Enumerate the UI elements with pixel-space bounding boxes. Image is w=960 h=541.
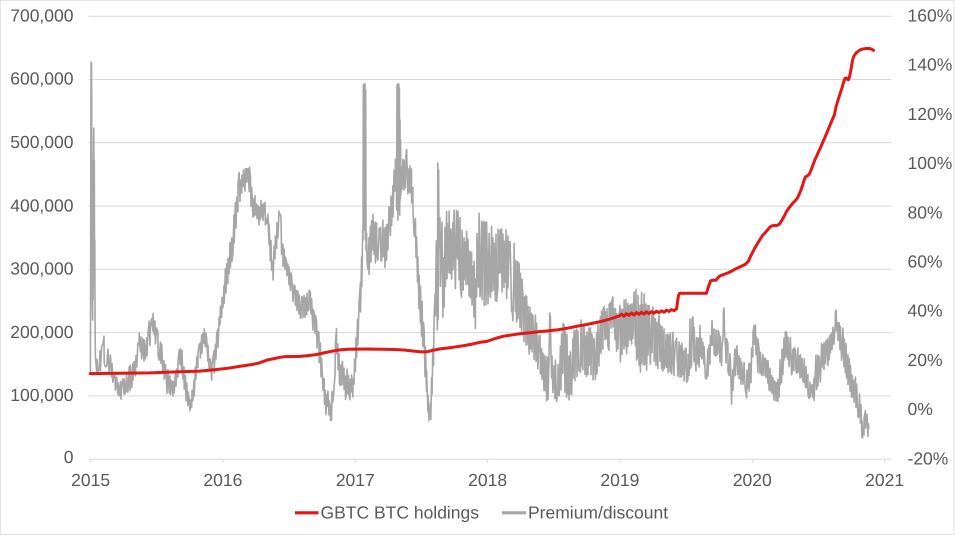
svg-text:100%: 100%	[908, 153, 953, 173]
svg-text:2019: 2019	[600, 470, 639, 490]
svg-text:300,000: 300,000	[10, 259, 74, 279]
svg-text:160%: 160%	[908, 5, 953, 25]
svg-text:600,000: 600,000	[10, 69, 74, 89]
svg-text:Premium/discount: Premium/discount	[528, 502, 668, 522]
svg-text:2016: 2016	[203, 470, 242, 490]
svg-text:0: 0	[64, 447, 74, 467]
svg-text:120%: 120%	[908, 104, 953, 124]
svg-text:0%: 0%	[908, 399, 933, 419]
svg-text:400,000: 400,000	[10, 195, 74, 215]
svg-text:2021: 2021	[865, 470, 904, 490]
svg-text:100,000: 100,000	[10, 385, 74, 405]
svg-text:40%: 40%	[908, 301, 943, 321]
svg-text:20%: 20%	[908, 350, 943, 370]
svg-text:200,000: 200,000	[10, 322, 74, 342]
svg-text:700,000: 700,000	[10, 5, 74, 25]
svg-text:500,000: 500,000	[10, 132, 74, 152]
svg-text:2017: 2017	[336, 470, 375, 490]
svg-text:2015: 2015	[71, 470, 110, 490]
svg-text:2018: 2018	[468, 470, 507, 490]
svg-text:80%: 80%	[908, 202, 943, 222]
svg-text:140%: 140%	[908, 55, 953, 75]
svg-text:-20%: -20%	[908, 448, 949, 468]
svg-text:GBTC BTC holdings: GBTC BTC holdings	[321, 502, 480, 522]
svg-text:2020: 2020	[733, 470, 772, 490]
svg-text:60%: 60%	[908, 252, 943, 272]
